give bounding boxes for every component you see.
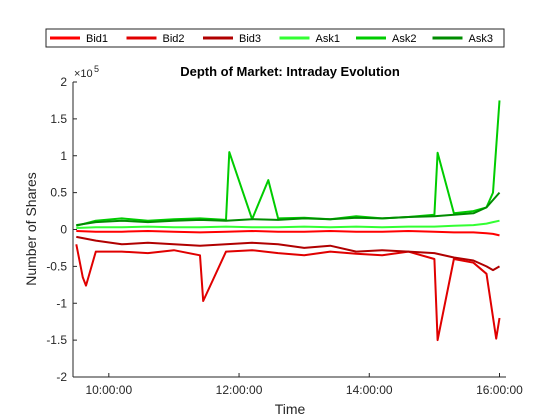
legend-item-ask1: Ask1 bbox=[279, 33, 340, 45]
y-tick-label: -1.5 bbox=[46, 333, 67, 347]
x-tick-label: 12:00:00 bbox=[216, 383, 263, 397]
x-axis-ticks: 10:00:00 12:00:00 14:00:00 16:00:00 bbox=[85, 373, 523, 397]
x-tick-label: 10:00:00 bbox=[85, 383, 132, 397]
series-line-ask1 bbox=[76, 219, 500, 229]
legend-item-ask3: Ask3 bbox=[432, 33, 493, 45]
plot-area: -2 -1.5 -1 -0.5 0 0.5 1 1.5 2 10:00:00 12:00:00 14… bbox=[46, 75, 523, 397]
y-tick-label: 0.5 bbox=[50, 186, 67, 200]
legend-box bbox=[45, 28, 505, 48]
y-tick-label: 1 bbox=[60, 149, 67, 163]
legend-item-bid2: Bid2 bbox=[126, 33, 185, 45]
y-exponent-label: ×10 5 bbox=[74, 64, 99, 80]
y-tick-label: 0 bbox=[60, 223, 67, 237]
legend-label: Ask2 bbox=[392, 33, 416, 45]
chart-title: Depth of Market: Intraday Evolution bbox=[180, 64, 400, 79]
plot-background bbox=[73, 82, 506, 377]
legend-item-bid3: Bid3 bbox=[203, 33, 261, 45]
y-tick-label: -1 bbox=[56, 296, 67, 310]
legend-label: Ask3 bbox=[469, 33, 493, 45]
series-line-ask3 bbox=[76, 191, 501, 227]
y-axis-ticks: -2 -1.5 -1 -0.5 0 0.5 1 1.5 2 bbox=[46, 75, 77, 384]
y-axis-label: Number of Shares bbox=[23, 172, 39, 286]
y-tick-label: 1.5 bbox=[50, 112, 67, 126]
legend-item-bid1: Bid1 bbox=[50, 33, 108, 45]
series-layer bbox=[75, 100, 501, 342]
y-tick-label: 2 bbox=[60, 75, 67, 89]
y-exponent-power: 5 bbox=[94, 64, 99, 74]
legend: Bid1 Bid2 Bid3 Ask1 Ask2 Ask3 bbox=[45, 28, 505, 48]
legend-label: Ask1 bbox=[316, 33, 340, 45]
legend-item-ask2: Ask2 bbox=[356, 33, 416, 45]
series-line-bid1 bbox=[76, 230, 500, 237]
y-exponent-base: ×10 bbox=[74, 68, 93, 80]
x-tick-label: 16:00:00 bbox=[476, 383, 523, 397]
legend-label: Bid2 bbox=[163, 33, 185, 45]
series-line-bid3 bbox=[76, 235, 500, 272]
series-line-bid2 bbox=[75, 244, 501, 342]
legend-label: Bid1 bbox=[86, 33, 108, 45]
x-axis-label: Time bbox=[275, 401, 306, 417]
y-tick-label: -2 bbox=[56, 370, 67, 384]
x-tick-label: 14:00:00 bbox=[346, 383, 393, 397]
legend-label: Bid3 bbox=[239, 33, 261, 45]
y-tick-label: -0.5 bbox=[46, 259, 67, 273]
